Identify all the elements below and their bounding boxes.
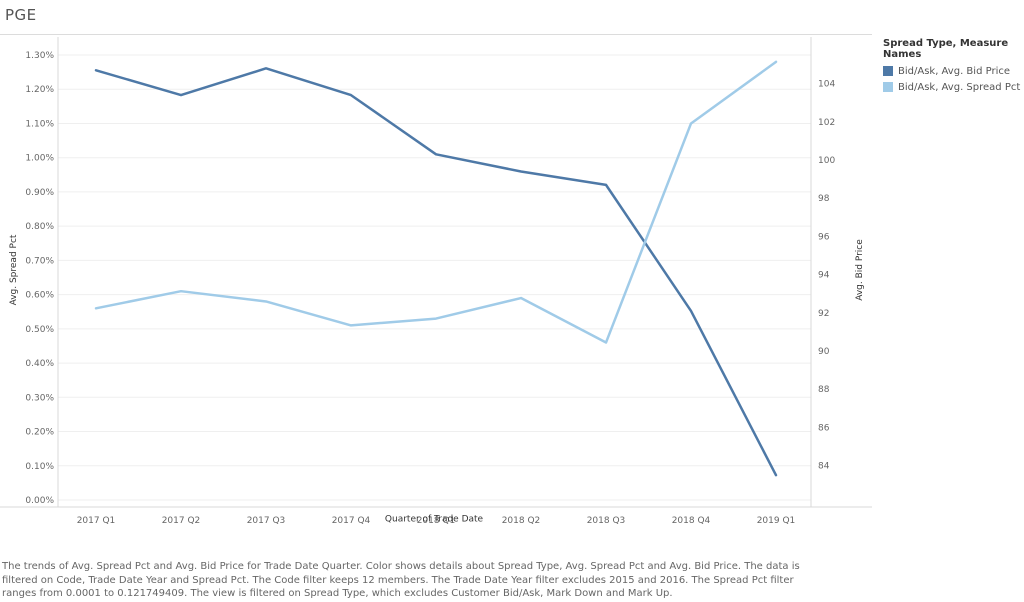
x-tick-label: 2018 Q3 — [587, 516, 626, 526]
left-tick-label: 0.90% — [25, 188, 54, 198]
right-tick-label: 100 — [818, 156, 835, 166]
left-tick-label: 0.20% — [25, 428, 54, 438]
right-tick-label: 104 — [818, 80, 835, 90]
chart-caption: The trends of Avg. Spread Pct and Avg. B… — [2, 561, 800, 599]
series-lines — [94, 60, 778, 477]
line-chart: 0.00% 0.10% 0.20% 0.30% 0.40% 0.50% 0.60% 0.70%… — [0, 37, 872, 526]
right-tick-label: 94 — [818, 271, 830, 281]
legend-label-bid-price: Bid/Ask, Avg. Bid Price — [898, 65, 1010, 77]
right-tick-label: 96 — [818, 232, 830, 242]
left-axis-title: Avg. Spread Pct — [9, 234, 19, 305]
gridlines — [58, 54, 811, 501]
x-tick-label: 2017 Q3 — [247, 516, 286, 526]
left-tick-label: 1.30% — [25, 51, 54, 61]
title-divider — [0, 34, 872, 35]
plot-frame — [0, 37, 872, 508]
x-tick-label: 2018 Q4 — [672, 516, 711, 526]
left-tick-label: 1.10% — [25, 119, 54, 129]
x-tick-label: 2017 Q1 — [77, 516, 116, 526]
x-axis-ticks: 2017 Q1 2017 Q2 2017 Q3 2017 Q4 2018 Q1 2018 … — [77, 516, 796, 526]
chart-title: PGE — [5, 6, 37, 24]
x-tick-label: 2018 Q2 — [502, 516, 541, 526]
left-axis-ticks: 0.00% 0.10% 0.20% 0.30% 0.40% 0.50% 0.60% 0.70%… — [25, 51, 54, 506]
left-tick-label: 1.00% — [25, 154, 54, 164]
x-tick-label: 2017 Q2 — [162, 516, 201, 526]
left-tick-label: 0.10% — [25, 462, 54, 472]
right-axis-title: Avg. Bid Price — [855, 239, 865, 301]
right-tick-label: 86 — [818, 423, 830, 433]
legend-swatch-bid-price — [883, 66, 893, 76]
right-tick-label: 84 — [818, 462, 830, 472]
right-axis-ticks: 84 86 88 90 92 94 96 98 100 102 104 — [818, 80, 835, 472]
left-tick-label: 0.80% — [25, 222, 54, 232]
legend-item-spread-pct[interactable]: Bid/Ask, Avg. Spread Pct — [883, 79, 1024, 95]
x-axis-title: Quarter of Trade Date — [385, 515, 484, 525]
left-tick-label: 0.50% — [25, 325, 54, 335]
left-tick-label: 1.20% — [25, 85, 54, 95]
legend-label-spread-pct: Bid/Ask, Avg. Spread Pct — [898, 81, 1021, 93]
left-tick-label: 0.60% — [25, 291, 54, 301]
x-tick-label: 2017 Q4 — [332, 516, 371, 526]
x-tick-label: 2018 Q1 — [417, 516, 456, 526]
legend-item-bid-price[interactable]: Bid/Ask, Avg. Bid Price — [883, 63, 1024, 79]
legend: Spread Type, Measure Names Bid/Ask, Avg.… — [883, 38, 1024, 95]
legend-swatch-spread-pct — [883, 82, 893, 92]
right-tick-label: 90 — [818, 347, 830, 357]
right-tick-label: 102 — [818, 118, 835, 128]
x-tick-label: 2019 Q1 — [757, 516, 796, 526]
legend-title: Spread Type, Measure Names — [883, 38, 1009, 60]
left-tick-label: 0.30% — [25, 393, 54, 403]
right-tick-label: 98 — [818, 194, 830, 204]
bid-price-line — [94, 67, 778, 477]
left-tick-label: 0.00% — [25, 496, 54, 506]
right-tick-label: 92 — [818, 309, 829, 319]
spread-pct-line — [94, 60, 778, 344]
left-tick-label: 0.70% — [25, 256, 54, 266]
right-tick-label: 88 — [818, 385, 830, 395]
left-tick-label: 0.40% — [25, 359, 54, 369]
